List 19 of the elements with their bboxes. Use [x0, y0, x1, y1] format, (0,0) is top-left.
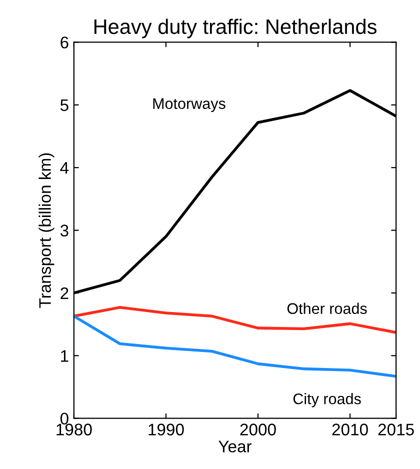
y-tick-label: 1: [61, 350, 68, 362]
x-tick-label: 2000: [240, 424, 276, 436]
line-series: [74, 314, 396, 378]
y-tick-label: 5: [60, 99, 68, 112]
chart-title: Heavy duty traffic: Netherlands: [94, 18, 376, 38]
x-tick-label: 1980: [56, 424, 92, 436]
series-label: Other roads: [287, 302, 367, 314]
series-label: City roads: [293, 393, 361, 408]
y-tick-label: 3: [60, 224, 68, 236]
x-axis-title: Year: [218, 440, 252, 452]
x-tick-label: 2010: [332, 424, 368, 436]
x-tick-label: 1990: [148, 424, 184, 436]
text: Motorways: [153, 98, 226, 112]
y-axis-title: Transport (billion km): [38, 153, 54, 308]
y-tick-label: 0: [60, 412, 68, 425]
y-tick-label: 2: [60, 287, 68, 300]
x-tick-label: 2015: [378, 424, 414, 436]
y-tick-label: 6: [60, 36, 68, 48]
y-tick-label: 4: [60, 162, 69, 174]
